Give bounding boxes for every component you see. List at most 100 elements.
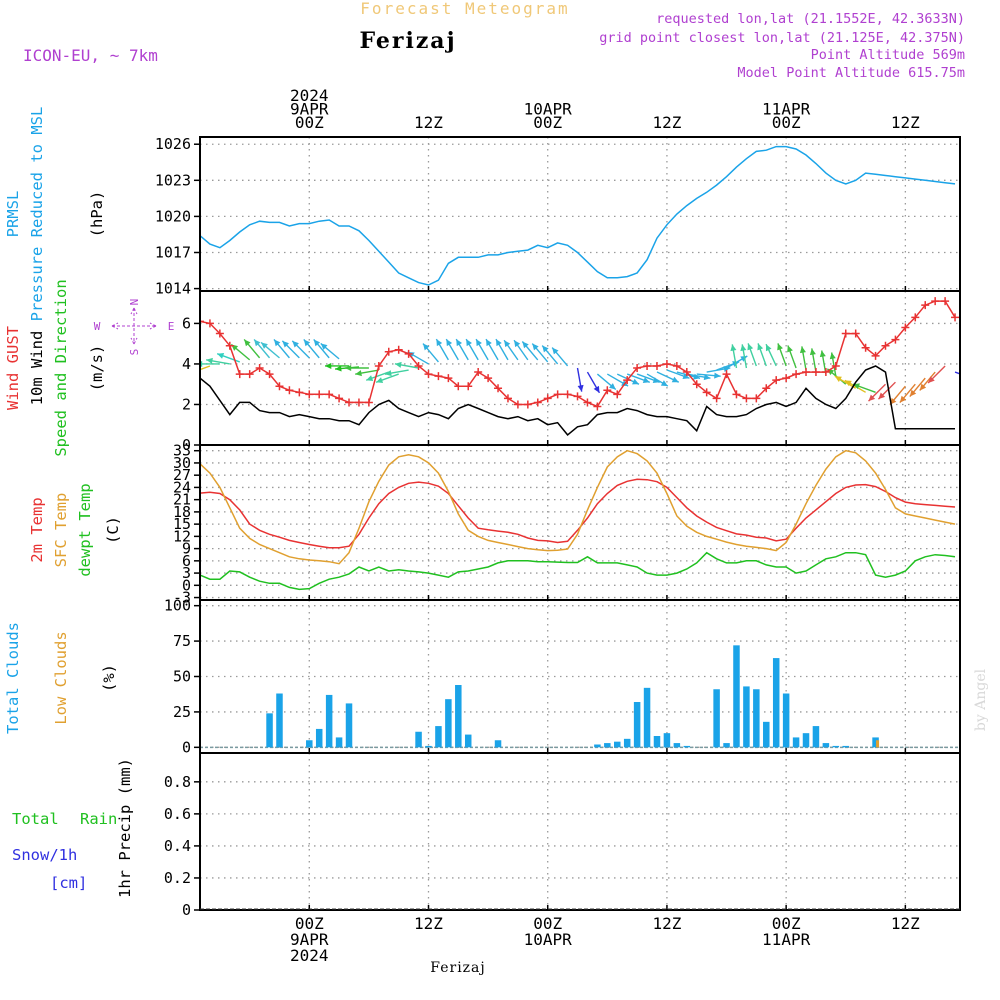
wind-arrowhead xyxy=(292,340,299,348)
bar-clouds xyxy=(315,728,323,748)
wind-arrowhead xyxy=(899,395,907,403)
wind-arrowhead xyxy=(740,356,748,362)
gust-marker xyxy=(235,370,244,379)
panel-frame xyxy=(199,752,961,911)
panel-pressure: 1014 1017 1020 1023 1026 PRMSL Pressure Reduce… xyxy=(4,107,961,321)
wind-arrowhead xyxy=(423,343,430,351)
bar-clouds xyxy=(455,685,462,748)
y-axis-label: Speed and Direction xyxy=(52,279,70,456)
gust-marker xyxy=(752,394,761,403)
panels: 1014 1017 1020 1023 1026 PRMSL Pressure Reduce… xyxy=(4,107,961,919)
wind-arrowhead xyxy=(542,345,549,353)
gust-marker xyxy=(225,341,234,350)
gust-marker xyxy=(364,398,373,407)
bar-clouds xyxy=(594,744,601,748)
plot-area-clouds xyxy=(200,645,960,749)
y-tick-label: 18 xyxy=(173,503,191,521)
time-label-top: 00Z xyxy=(533,113,562,132)
y-tick-label: 15 xyxy=(173,515,191,533)
bar-clouds xyxy=(276,693,283,748)
gust-marker xyxy=(404,349,413,358)
wind-arrowhead xyxy=(261,342,268,349)
gust-marker xyxy=(424,370,433,379)
gust-marker xyxy=(444,374,453,383)
y-axis-label: (hPa) xyxy=(88,191,106,238)
gust-marker xyxy=(643,361,652,370)
time-label-top: 00Z xyxy=(295,113,324,132)
wind-arrowhead xyxy=(313,339,321,347)
gust-marker xyxy=(503,394,512,403)
wind-arrowhead xyxy=(282,340,289,348)
gust-marker xyxy=(851,329,860,338)
series-line-wind xyxy=(200,365,955,436)
panel-precip: 0 0.2 0.4 0.6 0.8 1hr Precip (mm) Total RainSno… xyxy=(12,752,961,919)
compass-e: E xyxy=(168,320,175,333)
time-label-bottom: 9APR xyxy=(290,930,329,949)
wind-arrowhead xyxy=(436,339,443,347)
time-label-top: 11APR xyxy=(762,100,811,119)
point-altitude: Point Altitude 569m xyxy=(811,47,965,63)
y-tick-label: 0.4 xyxy=(164,837,191,855)
y-tick-label: 9 xyxy=(182,540,191,558)
location-title: Ferizaj xyxy=(359,28,456,54)
wind-arrowhead xyxy=(532,343,539,351)
y-tick-label: 1014 xyxy=(155,280,191,298)
wind-arrowhead xyxy=(787,345,793,353)
gust-marker xyxy=(394,345,403,354)
bar-clouds xyxy=(772,658,780,748)
wind-arrowhead xyxy=(244,339,251,347)
series-line-pressure xyxy=(200,145,956,286)
gust-marker xyxy=(255,364,264,372)
y-tick-label: 0 xyxy=(182,738,191,756)
wind-arrowhead xyxy=(757,343,764,351)
gust-marker xyxy=(265,370,274,379)
y-axis-label: Wind GUST xyxy=(4,326,22,410)
y-axis-label: (m/s) xyxy=(88,345,106,392)
gust-marker xyxy=(931,297,940,306)
bar-clouds xyxy=(325,694,333,748)
wind-arrowhead xyxy=(844,380,852,387)
bar-clouds xyxy=(614,741,621,748)
wind-arrowhead xyxy=(834,376,842,383)
wind-arrowhead xyxy=(206,357,213,364)
gust-marker xyxy=(881,341,890,350)
y-tick-label: 27 xyxy=(173,466,191,484)
footer-location: Ferizaj xyxy=(430,960,485,976)
y-tick-label: 0 xyxy=(182,901,191,919)
gust-marker xyxy=(762,384,771,393)
wind-arrowhead xyxy=(703,374,711,381)
wind-arrowhead xyxy=(394,361,402,368)
y-tick-label: 1017 xyxy=(155,244,191,262)
bar-clouds xyxy=(822,743,830,748)
wind-arrowhead xyxy=(456,339,463,347)
time-label-bottom: 12Z xyxy=(652,914,681,933)
y-axis-label: dewpt Temp xyxy=(76,483,94,576)
wind-arrowhead xyxy=(577,384,584,392)
gust-marker xyxy=(742,394,751,403)
gust-marker xyxy=(682,368,691,377)
gust-marker xyxy=(305,390,314,399)
gust-marker xyxy=(821,368,830,377)
wind-arrowhead xyxy=(671,376,679,383)
wind-arrowhead xyxy=(344,364,352,372)
bar-clouds xyxy=(415,731,422,748)
model-label: ICON-EU, ~ 7km xyxy=(23,46,158,65)
gust-marker xyxy=(772,376,781,385)
gust-marker xyxy=(553,390,562,399)
gust-marker xyxy=(941,297,950,306)
gust-marker xyxy=(811,368,820,377)
wind-arrowhead xyxy=(320,343,328,350)
bar-clouds xyxy=(445,699,452,748)
gust-marker xyxy=(702,388,711,397)
y-tick-label: 0.2 xyxy=(164,869,191,887)
bar-clouds xyxy=(306,740,313,748)
gust-marker xyxy=(722,370,731,379)
bar-clouds xyxy=(713,689,720,748)
gust-marker xyxy=(871,351,880,360)
panel-wind: 0 2 4 6 Wind GUST 10m Wind Speed and Direction… xyxy=(4,279,961,457)
y-axis-label: (C) xyxy=(104,516,122,544)
y-tick-label: 1023 xyxy=(155,171,191,189)
